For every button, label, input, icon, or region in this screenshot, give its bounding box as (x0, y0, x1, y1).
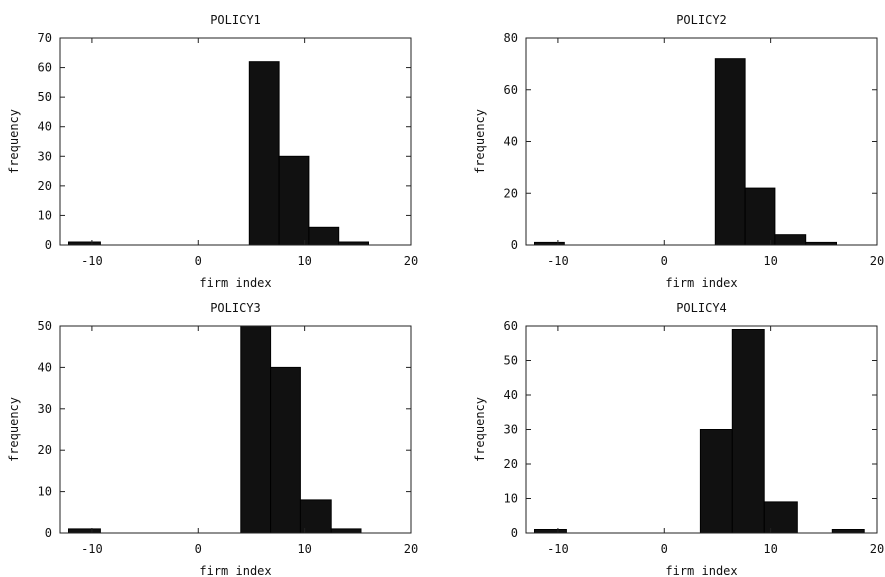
y-tick-label: 0 (45, 238, 52, 252)
x-tick-label: 10 (297, 542, 311, 556)
x-tick-label: 20 (404, 254, 418, 268)
y-tick-label: 40 (504, 135, 518, 149)
y-tick-label: 0 (45, 526, 52, 540)
x-tick-label: -10 (81, 254, 103, 268)
x-axis-label: firm index (665, 564, 737, 577)
x-tick-label: -10 (547, 254, 569, 268)
histogram-bar (744, 187, 776, 246)
chart-title: POLICY4 (676, 301, 727, 315)
chart-title: POLICY1 (210, 13, 261, 27)
histogram-bar (774, 234, 807, 246)
y-tick-label: 20 (504, 186, 518, 200)
plot-frame (59, 325, 412, 534)
histogram-bar (731, 329, 765, 534)
histogram-bar (534, 529, 567, 534)
histogram-bar (714, 58, 746, 246)
y-tick-label: 0 (511, 238, 518, 252)
y-tick-label: 30 (38, 402, 52, 416)
y-tick-label: 10 (38, 208, 52, 222)
panel-policy2: 0 20 40 60 80 -10 0 10 20 POLICY2 firm index freque… (473, 13, 884, 290)
y-tick-label: 80 (504, 31, 518, 45)
x-tick-label: 0 (661, 542, 668, 556)
panel-policy4: 0 10 20 30 40 50 60 -10 0 10 20 POLICY4 firm index fr… (473, 301, 884, 577)
histogram-bar (330, 528, 362, 534)
y-tick-label: 30 (504, 423, 518, 437)
y-axis-label: frequency (473, 109, 487, 174)
histogram-bar (68, 528, 101, 534)
y-tick-label: 40 (38, 120, 52, 134)
x-axis-label: firm index (199, 564, 271, 577)
histogram-bar (299, 499, 332, 534)
plot-frame (525, 37, 878, 246)
y-tick-label: 60 (504, 83, 518, 97)
x-tick-label: 0 (661, 254, 668, 268)
x-tick-label: 0 (195, 254, 202, 268)
y-tick-label: 10 (38, 485, 52, 499)
y-axis-label: frequency (7, 397, 21, 462)
x-tick-label: 20 (870, 542, 884, 556)
chart-title: POLICY2 (676, 13, 727, 27)
x-axis-label: firm index (199, 276, 271, 290)
chart-title: POLICY3 (210, 301, 261, 315)
y-tick-label: 20 (38, 179, 52, 193)
y-tick-label: 30 (38, 149, 52, 163)
histogram-bar (240, 325, 272, 534)
y-tick-label: 60 (38, 61, 52, 75)
panel-policy3: 0 10 20 30 40 50 -10 0 10 20 POLICY3 firm index freq… (7, 301, 418, 577)
y-tick-label: 60 (504, 319, 518, 333)
y-tick-label: 10 (504, 492, 518, 506)
x-tick-label: -10 (547, 542, 569, 556)
y-axis-label: frequency (7, 109, 21, 174)
x-tick-label: -10 (81, 542, 103, 556)
y-tick-label: 40 (38, 360, 52, 374)
histogram-bar (308, 226, 340, 246)
y-tick-label: 50 (504, 354, 518, 368)
y-tick-label: 20 (504, 457, 518, 471)
x-tick-label: 20 (404, 542, 418, 556)
y-tick-label: 20 (38, 443, 52, 457)
histogram-bar (270, 366, 301, 534)
histogram-bar (699, 429, 733, 534)
x-tick-label: 0 (195, 542, 202, 556)
y-tick-label: 40 (504, 388, 518, 402)
x-tick-label: 20 (870, 254, 884, 268)
histogram-bar (831, 529, 865, 534)
plot-frame (59, 37, 412, 246)
y-tick-label: 50 (38, 90, 52, 104)
panel-policy1: 0 10 20 30 40 50 60 70 -10 0 10 20 POLICY1 firm index… (7, 13, 418, 290)
y-tick-label: 70 (38, 31, 52, 45)
y-axis-label: frequency (473, 397, 487, 462)
x-tick-label: 10 (763, 542, 777, 556)
histogram-bar (278, 155, 310, 246)
histogram-bar (763, 501, 798, 534)
histogram-bar (248, 61, 280, 246)
x-axis-label: firm index (665, 276, 737, 290)
y-tick-label: 50 (38, 319, 52, 333)
y-tick-label: 0 (511, 526, 518, 540)
x-tick-label: 10 (297, 254, 311, 268)
x-tick-label: 10 (763, 254, 777, 268)
